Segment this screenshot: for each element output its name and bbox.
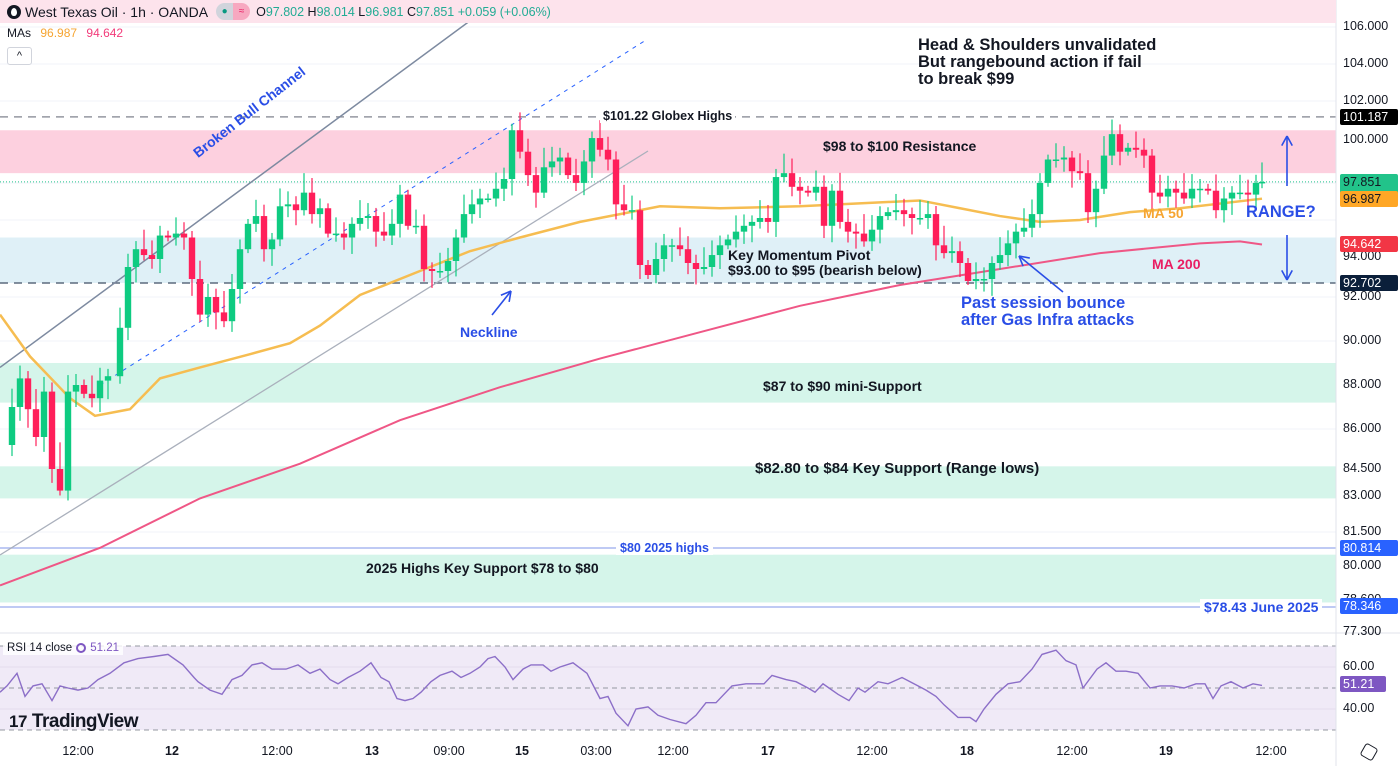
price-tick: 86.000 — [1343, 421, 1382, 435]
ma200-line — [0, 240, 1263, 587]
time-tick: 19 — [1159, 744, 1173, 758]
price-tick: 102.000 — [1343, 93, 1389, 107]
past-session-note: Past session bounce after Gas Infra atta… — [961, 294, 1135, 329]
price-tick: 84.500 — [1343, 461, 1382, 475]
time-tick: 09:00 — [433, 744, 465, 758]
time-tick: 18 — [960, 744, 974, 758]
status-pill[interactable]: ● ≈ — [216, 3, 251, 20]
price-tick: 83.000 — [1343, 488, 1382, 502]
ma200-label: MA 200 — [1152, 256, 1201, 272]
globex-highs-label: $101.22 Globex Highs — [600, 109, 736, 123]
price-tag: 96.987 — [1340, 190, 1398, 207]
time-tick: 12:00 — [1056, 744, 1088, 758]
key-support-label: $82.80 to $84 Key Support (Range lows) — [755, 460, 1040, 477]
zone-key-support-82.8-84 — [0, 466, 1336, 499]
oil-drop-icon — [7, 4, 21, 19]
price-tag: 101.187 — [1340, 108, 1398, 125]
78-june-2025-label: $78.43 June 2025 — [1200, 599, 1323, 615]
ma200-value: 94.642 — [86, 26, 124, 40]
ma50-line — [0, 197, 1263, 418]
time-tick: 13 — [365, 744, 379, 758]
time-tick: 03:00 — [580, 744, 612, 758]
time-tick: 12:00 — [856, 744, 888, 758]
rsi-value: 51.21 — [90, 642, 119, 654]
ma50-label: MA 50 — [1143, 205, 1184, 221]
price-tag: 92.702 — [1340, 274, 1398, 291]
price-tag: 80.814 — [1340, 539, 1398, 556]
price-tick: 92.000 — [1343, 289, 1382, 303]
zone-mini-support-87-90 — [0, 363, 1336, 403]
zone-pivot-93-95 — [0, 237, 1336, 283]
time-tick: 12:00 — [261, 744, 293, 758]
tradingview-mark-icon: 17 — [9, 712, 27, 731]
rsi-tick: 40.00 — [1343, 701, 1375, 715]
rsi-legend[interactable]: RSI 14 close 51.21 — [3, 641, 123, 655]
price-tag: 94.642 — [1340, 236, 1398, 253]
ohlc-values: O97.802 H98.014 L96.981 C97.851 +0.059 (… — [256, 4, 551, 19]
2025-highs-support-label: 2025 Highs Key Support $78 to $80 — [366, 560, 599, 576]
replay-wave-icon: ≈ — [233, 3, 251, 20]
rsi-tick: 60.00 — [1343, 659, 1375, 673]
price-tick: 88.000 — [1343, 377, 1382, 391]
price-tick: 100.000 — [1343, 132, 1389, 146]
change-value: +0.059 (+0.06%) — [457, 4, 551, 19]
time-tick: 15 — [515, 744, 529, 758]
rsi-source-icon — [76, 643, 87, 653]
time-tick: 12:00 — [657, 744, 689, 758]
resistance-zone-label: $98 to $100 Resistance — [823, 138, 977, 154]
market-open-dot-icon: ● — [216, 3, 234, 20]
rsi-value-tag: 51.21 — [1340, 676, 1386, 693]
headline-note: Head & Shoulders unvalidated But rangebo… — [918, 36, 1157, 88]
ma50-value: 96.987 — [40, 26, 78, 40]
80-2025-highs-label: $80 2025 highs — [616, 541, 713, 555]
chevron-up-icon: ^ — [16, 50, 23, 62]
chart-legend-header: West Texas Oil · 1h · OANDA ● ≈ O97.802 … — [0, 0, 1336, 23]
price-tick: 106.000 — [1343, 19, 1389, 33]
price-tick: 90.000 — [1343, 333, 1382, 347]
tradingview-logo[interactable]: 17 TradingView — [9, 711, 139, 732]
time-tick: 12:00 — [62, 744, 94, 758]
mini-support-label: $87 to $90 mini-Support — [763, 378, 922, 394]
price-tick: 81.500 — [1343, 524, 1382, 538]
rsi-line — [0, 649, 1263, 728]
time-tick: 12:00 — [1255, 744, 1287, 758]
price-tick: 94.000 — [1343, 249, 1382, 263]
pivot-zone-label: Key Momentum Pivot $93.00 to $95 (bearis… — [728, 247, 922, 278]
price-tag: 78.346 — [1340, 598, 1398, 615]
price-tick: 104.000 — [1343, 56, 1389, 70]
neckline-label: Neckline — [460, 324, 518, 340]
moving-averages-legend[interactable]: MAs 96.987 94.642 — [7, 26, 124, 40]
time-tick: 12 — [165, 744, 179, 758]
price-tick: 77.300 — [1343, 624, 1382, 638]
symbol-title[interactable]: West Texas Oil · 1h · OANDA — [25, 3, 209, 20]
time-tick: 17 — [761, 744, 775, 758]
collapse-legend-button[interactable]: ^ — [7, 47, 32, 65]
zone-2025-highs-support-78-80 — [0, 554, 1336, 603]
range-label: RANGE? — [1246, 203, 1316, 221]
price-tick: 80.000 — [1343, 558, 1382, 572]
